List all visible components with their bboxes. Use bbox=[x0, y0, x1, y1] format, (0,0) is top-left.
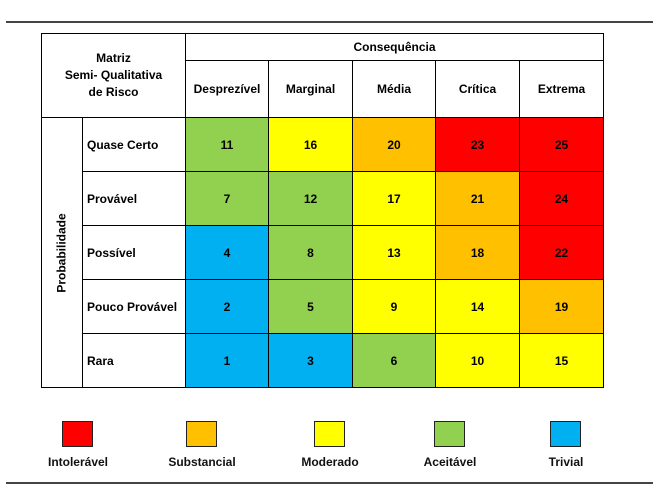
title-line: Semi- Qualitativa bbox=[64, 68, 163, 82]
risk-cell: 18 bbox=[435, 225, 520, 280]
legend-label: Moderado bbox=[301, 455, 359, 469]
risk-cell: 15 bbox=[519, 333, 604, 388]
risk-cell: 24 bbox=[519, 171, 604, 226]
legend-swatch bbox=[314, 421, 345, 447]
risk-cell: 20 bbox=[352, 117, 436, 172]
column-header: Desprezível bbox=[185, 60, 269, 118]
risk-cell: 8 bbox=[268, 225, 353, 280]
risk-cell: 23 bbox=[435, 117, 520, 172]
risk-cell: 12 bbox=[268, 171, 353, 226]
legend-swatch bbox=[62, 421, 93, 447]
column-header: Marginal bbox=[268, 60, 353, 118]
column-header: Crítica bbox=[435, 60, 520, 118]
risk-cell: 1 bbox=[185, 333, 269, 388]
row-label: Pouco Provável bbox=[82, 279, 186, 334]
row-label: Provável bbox=[82, 171, 186, 226]
risk-cell: 9 bbox=[352, 279, 436, 334]
legend-label: Intolerável bbox=[47, 455, 109, 469]
risk-cell: 7 bbox=[185, 171, 269, 226]
risk-cell: 6 bbox=[352, 333, 436, 388]
legend-label: Substancial bbox=[168, 455, 236, 469]
column-header: Extrema bbox=[519, 60, 604, 118]
risk-cell: 16 bbox=[268, 117, 353, 172]
legend-label: Trivial bbox=[548, 455, 584, 469]
title-line: Matriz bbox=[96, 51, 131, 65]
row-label: Quase Certo bbox=[82, 117, 186, 172]
risk-cell: 10 bbox=[435, 333, 520, 388]
page-frame bbox=[6, 21, 653, 484]
column-header: Média bbox=[352, 60, 436, 118]
title-line: de Risco bbox=[88, 85, 139, 99]
risk-cell: 4 bbox=[185, 225, 269, 280]
row-label: Possível bbox=[82, 225, 186, 280]
risk-cell: 3 bbox=[268, 333, 353, 388]
matrix-title: Matriz Semi- Qualitativa de Risco bbox=[41, 33, 186, 118]
risk-cell: 25 bbox=[519, 117, 604, 172]
probability-label: Probabilidade bbox=[55, 212, 70, 293]
legend-swatch bbox=[434, 421, 465, 447]
legend-swatch bbox=[550, 421, 581, 447]
risk-cell: 5 bbox=[268, 279, 353, 334]
row-label: Rara bbox=[82, 333, 186, 388]
risk-cell: 22 bbox=[519, 225, 604, 280]
consequence-header: Consequência bbox=[185, 33, 604, 61]
risk-cell: 14 bbox=[435, 279, 520, 334]
risk-cell: 21 bbox=[435, 171, 520, 226]
probability-header: Probabilidade bbox=[41, 117, 83, 388]
risk-cell: 19 bbox=[519, 279, 604, 334]
risk-cell: 11 bbox=[185, 117, 269, 172]
legend-swatch bbox=[186, 421, 217, 447]
risk-cell: 13 bbox=[352, 225, 436, 280]
legend-label: Aceitável bbox=[423, 455, 477, 469]
risk-cell: 17 bbox=[352, 171, 436, 226]
risk-cell: 2 bbox=[185, 279, 269, 334]
